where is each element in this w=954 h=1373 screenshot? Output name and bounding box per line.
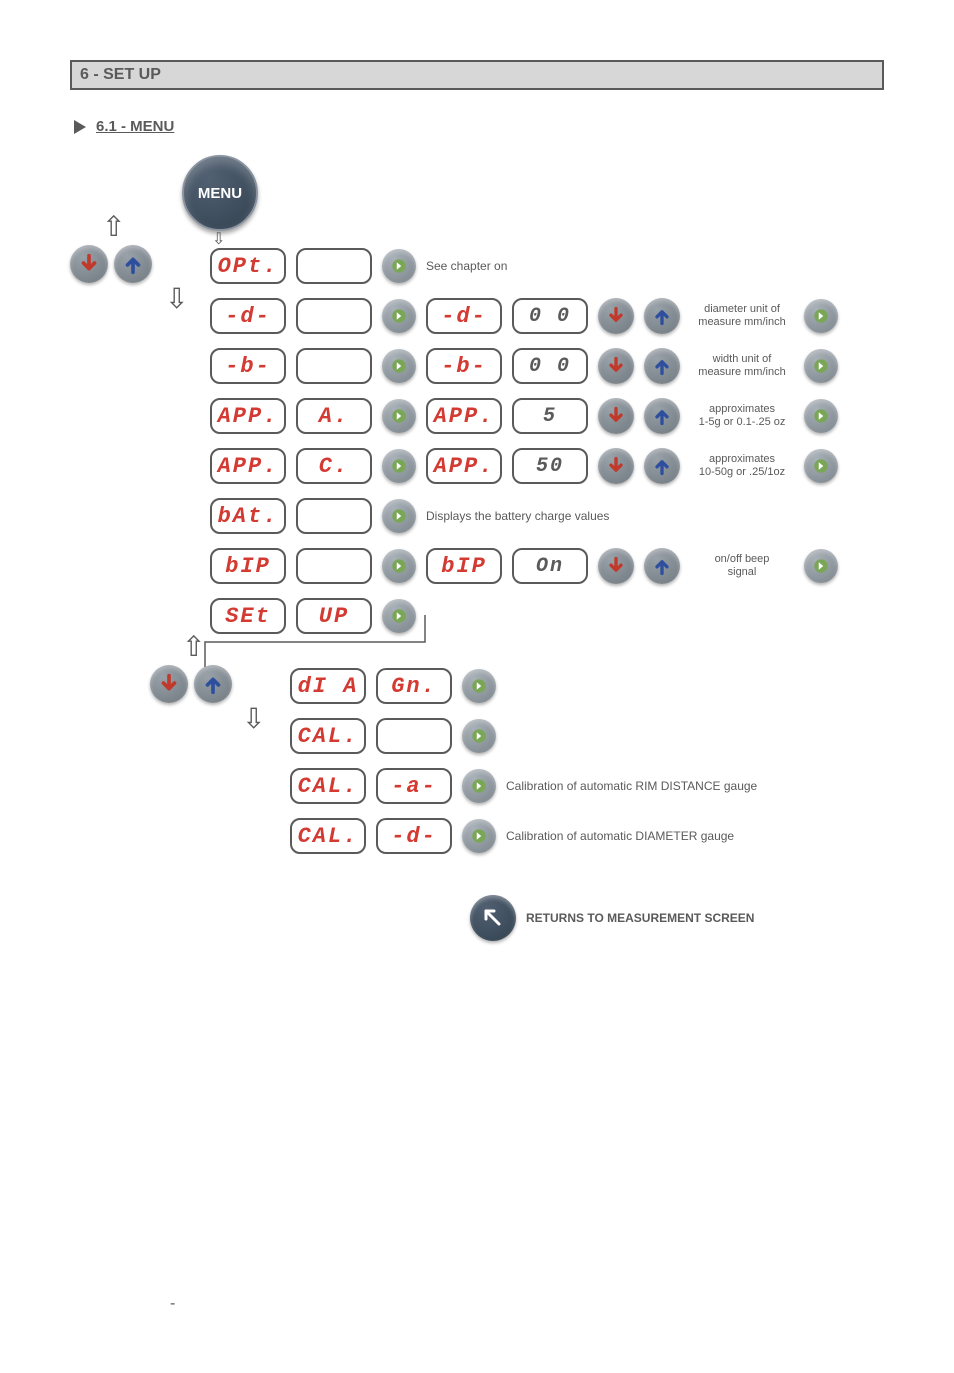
display-bat: bAt.: [210, 498, 286, 534]
display-d-right: -d-: [426, 298, 502, 334]
note-approx-5: approximates 1-5g or 0.1-.25 oz: [690, 403, 794, 428]
enter-icon[interactable]: [462, 719, 496, 753]
display-empty: [296, 498, 372, 534]
note-see-chapter: See chapter on: [426, 259, 507, 273]
enter-icon[interactable]: [804, 549, 838, 583]
enter-icon[interactable]: [382, 249, 416, 283]
display-dia: dI A: [290, 668, 366, 704]
up-icon[interactable]: [644, 298, 680, 334]
return-button[interactable]: [470, 895, 516, 941]
flow-up-icon: ⇧: [182, 633, 205, 661]
display-empty: [296, 298, 372, 334]
up-icon[interactable]: [644, 398, 680, 434]
display-empty: [296, 248, 372, 284]
footer-text: RETURNS TO MEASUREMENT SCREEN: [526, 911, 754, 925]
display-app-left: APP.: [210, 448, 286, 484]
down-icon[interactable]: [70, 245, 108, 283]
display-a: A.: [296, 398, 372, 434]
display-cal: CAL.: [290, 818, 366, 854]
display-empty: [296, 548, 372, 584]
display-empty: [296, 348, 372, 384]
display-d-left: -d-: [210, 298, 286, 334]
enter-icon[interactable]: [804, 449, 838, 483]
enter-icon[interactable]: [382, 399, 416, 433]
display-on: On: [512, 548, 588, 584]
display-00: 0 0: [512, 348, 588, 384]
flow-up-icon: ⇧: [102, 213, 125, 241]
enter-icon[interactable]: [462, 819, 496, 853]
down-icon[interactable]: [598, 298, 634, 334]
display-00: 0 0: [512, 298, 588, 334]
triangle-bullet-icon: [74, 120, 86, 134]
up-icon[interactable]: [114, 245, 152, 283]
menu-label: MENU: [198, 185, 242, 202]
display-app-right: APP.: [426, 398, 502, 434]
display-50: 50: [512, 448, 588, 484]
menu-button[interactable]: MENU: [182, 155, 258, 231]
enter-icon[interactable]: [804, 349, 838, 383]
display-b-left: -b-: [210, 348, 286, 384]
enter-icon[interactable]: [382, 299, 416, 333]
note-approx-50: approximates 10-50g or .25/1oz: [690, 453, 794, 478]
down-icon[interactable]: [150, 665, 188, 703]
enter-icon[interactable]: [804, 299, 838, 333]
enter-icon[interactable]: [462, 669, 496, 703]
subsection-row: 6.1 - MENU: [74, 118, 884, 135]
down-icon[interactable]: [598, 348, 634, 384]
note-diameter: diameter unit of measure mm/inch: [690, 303, 794, 328]
display-b-right: -b-: [426, 348, 502, 384]
display-bip-left: bIP: [210, 548, 286, 584]
up-icon[interactable]: [644, 348, 680, 384]
note-cal-d: Calibration of automatic DIAMETER gauge: [506, 829, 734, 843]
page-footer-dash: -: [170, 1295, 884, 1313]
enter-icon[interactable]: [382, 349, 416, 383]
display-a-dash: -a-: [376, 768, 452, 804]
display-app-right: APP.: [426, 448, 502, 484]
display-app-left: APP.: [210, 398, 286, 434]
enter-icon[interactable]: [382, 499, 416, 533]
display-cal: CAL.: [290, 718, 366, 754]
display-cal: CAL.: [290, 768, 366, 804]
down-icon[interactable]: [598, 548, 634, 584]
display-5: 5: [512, 398, 588, 434]
enter-icon[interactable]: [382, 449, 416, 483]
display-empty: [376, 718, 452, 754]
note-cal-a: Calibration of automatic RIM DISTANCE ga…: [506, 779, 757, 793]
enter-icon[interactable]: [462, 769, 496, 803]
flow-down-hollow-icon: ⇩: [165, 285, 188, 313]
display-d-dash: -d-: [376, 818, 452, 854]
note-battery: Displays the battery charge values: [426, 509, 609, 523]
display-gn: Gn.: [376, 668, 452, 704]
section-title: 6 - SET UP: [70, 60, 884, 90]
enter-icon[interactable]: [804, 399, 838, 433]
down-icon[interactable]: [598, 448, 634, 484]
enter-icon[interactable]: [382, 549, 416, 583]
display-bip-right: bIP: [426, 548, 502, 584]
subsection-title: 6.1 - MENU: [96, 118, 174, 135]
note-beep: on/off beep signal: [690, 553, 794, 578]
up-icon[interactable]: [644, 548, 680, 584]
display-c: C.: [296, 448, 372, 484]
flow-down-hollow-icon: ⇩: [242, 705, 265, 733]
display-opt: OPt.: [210, 248, 286, 284]
down-icon[interactable]: [598, 398, 634, 434]
up-icon[interactable]: [194, 665, 232, 703]
up-icon[interactable]: [644, 448, 680, 484]
note-width: width unit of measure mm/inch: [690, 353, 794, 378]
